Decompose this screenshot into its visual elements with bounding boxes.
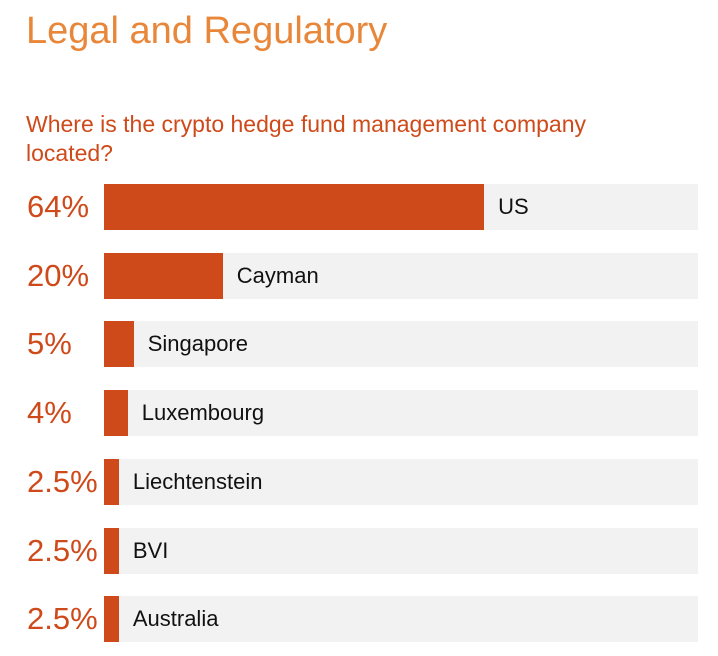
bar-row: 2.5% BVI — [0, 527, 718, 574]
bar-row: 4% Luxembourg — [0, 390, 718, 437]
bar — [104, 390, 128, 437]
bar-category-label: Singapore — [147, 331, 248, 357]
bar-category-label: Luxembourg — [141, 400, 265, 426]
bar-row: 2.5% Liechtenstein — [0, 458, 718, 505]
bar-value-label: 5% — [27, 326, 72, 362]
bar-track: Luxembourg — [104, 390, 698, 437]
bar — [104, 252, 223, 299]
bar-category-label: US — [498, 194, 529, 219]
bar-category-label: Australia — [132, 606, 219, 632]
bar-value-label: 2.5% — [27, 463, 98, 499]
bar-row: 5% Singapore — [0, 321, 718, 368]
chart-question: Where is the crypto hedge fund managemen… — [26, 111, 586, 166]
bar-track: BVI — [104, 527, 698, 574]
bar-track: Australia — [104, 596, 698, 643]
bar-row: 20% Cayman — [0, 252, 718, 299]
bar-value-label: 2.5% — [27, 601, 98, 637]
bar-track: Cayman — [104, 252, 698, 299]
bar-track: Liechtenstein — [104, 458, 698, 505]
section-title: Legal and Regulatory — [26, 10, 388, 52]
bar — [104, 458, 119, 505]
bar-track: Singapore — [104, 321, 698, 368]
bar-track: US — [104, 184, 698, 230]
bar-category-label: Cayman — [236, 262, 319, 288]
bar-category-label: Liechtenstein — [132, 468, 263, 494]
bar-value-label: 64% — [27, 189, 90, 224]
bar-value-label: 2.5% — [27, 532, 98, 568]
bar — [104, 527, 119, 574]
bar-value-label: 4% — [27, 395, 72, 431]
bar — [104, 184, 485, 230]
bar — [104, 321, 134, 368]
bar-value-label: 20% — [27, 257, 90, 293]
bar-category-label: BVI — [132, 537, 169, 563]
bar-row: 2.5% Australia — [0, 596, 718, 643]
bar-row: 64% US — [0, 184, 718, 230]
bar — [104, 596, 119, 643]
